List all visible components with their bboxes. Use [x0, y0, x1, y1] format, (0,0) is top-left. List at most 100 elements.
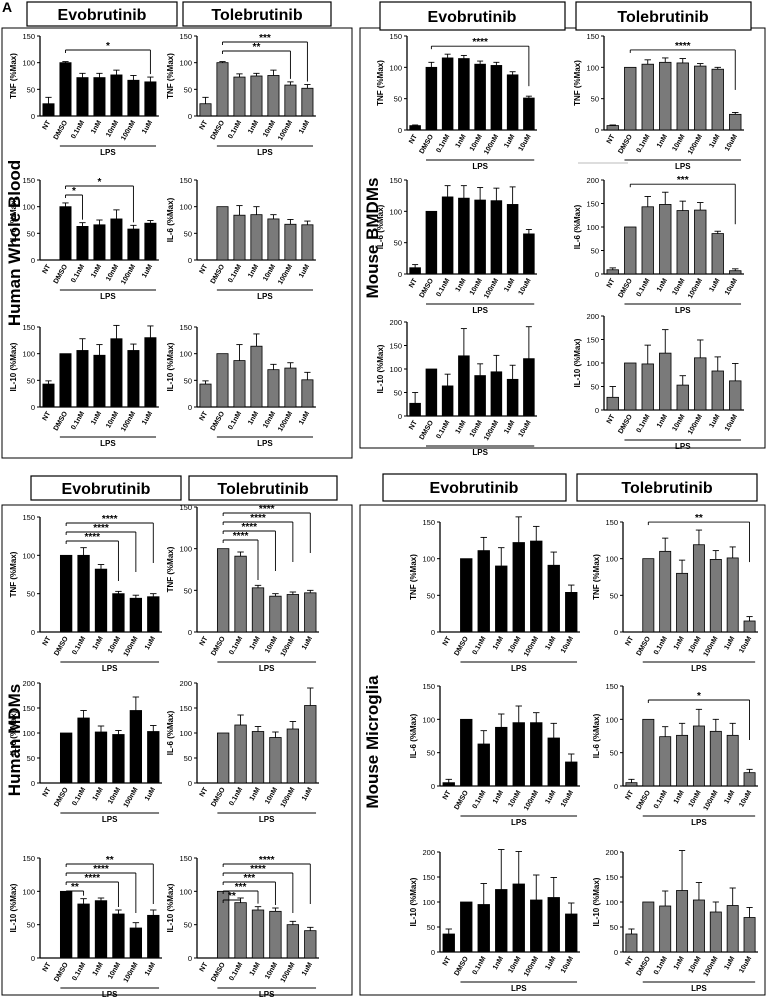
bar [144, 337, 157, 408]
x-tick-label: 10uM [560, 955, 575, 974]
x-tick-label: 1nM [249, 961, 262, 977]
bar [743, 620, 756, 633]
x-tick-label: 10nM [671, 277, 686, 296]
bar [726, 734, 739, 787]
y-axis-label: TNF (%Max) [9, 551, 18, 597]
x-tick-label: 1uM [144, 635, 157, 651]
significance-label: ** [253, 42, 261, 53]
header-whole-blood-evo: Evobrutinib [26, 1, 178, 27]
y-tick-label: 150 [389, 32, 402, 41]
y-tick-label: 50 [27, 85, 35, 94]
y-tick-label: 150 [22, 854, 35, 863]
bar [477, 904, 490, 953]
y-tick-label: 100 [179, 203, 192, 212]
bar [251, 731, 265, 784]
y-tick-label: 100 [389, 365, 402, 374]
x-tick-label: 0.1nM [653, 789, 669, 810]
x-tick-label: 1nM [92, 786, 105, 802]
x-tick-label: 10uM [724, 133, 739, 152]
x-tick-label: DMSO [453, 955, 470, 977]
x-tick-label: 10nM [105, 410, 120, 429]
y-tick-label: 100 [22, 887, 35, 896]
bar [474, 63, 486, 131]
bar [144, 81, 157, 117]
group-label: LPS [675, 162, 691, 171]
x-tick-label: 100nM [123, 635, 140, 658]
x-tick-label: 10nM [262, 119, 277, 138]
bar [441, 196, 454, 275]
bar [234, 724, 247, 784]
x-tick-label: 0.1nM [471, 635, 487, 656]
x-tick-label: 10uM [560, 789, 575, 808]
bar [129, 710, 143, 784]
bar [676, 890, 689, 953]
x-tick-label: 1uM [723, 789, 736, 805]
bar [199, 383, 212, 408]
significance-label: **** [259, 855, 275, 866]
significance-label: **** [84, 873, 100, 884]
y-tick-label: 100 [22, 729, 35, 738]
x-tick-label: NT [624, 789, 635, 801]
header-label: Tolebrutinib [621, 480, 712, 497]
x-tick-label: 0.1nM [435, 133, 451, 154]
bar [676, 734, 689, 787]
header-mdms-evo: Evobrutinib [30, 475, 182, 501]
x-tick-label: 100nM [123, 786, 140, 809]
header-label: Tolebrutinib [617, 9, 708, 26]
y-tick-label: 50 [610, 923, 618, 932]
bar [441, 385, 454, 417]
group-label: LPS [257, 148, 273, 157]
y-tick-label: 0 [31, 112, 35, 121]
bar [304, 592, 317, 633]
x-tick-label: 1uM [708, 277, 721, 293]
y-tick-label: 150 [605, 682, 618, 691]
y-tick-label: 50 [27, 754, 35, 763]
x-tick-label: 1uM [144, 961, 157, 977]
y-axis-label: TNF (%Max) [166, 546, 175, 592]
bar [606, 396, 619, 411]
y-axis-label: IL-10 (%Max) [592, 877, 601, 926]
y-tick-label: 150 [422, 682, 435, 691]
significance-label: **** [250, 513, 266, 524]
y-axis-label: IL-6 (%Max) [409, 713, 418, 758]
x-tick-label: NT [442, 955, 453, 967]
header-microglia-tole: Tolebrutinib [576, 473, 758, 502]
bar [743, 772, 756, 787]
x-tick-label: 0.1nM [71, 786, 87, 807]
x-tick-label: 1uM [544, 955, 557, 971]
y-tick-label: 100 [22, 350, 35, 359]
bar [127, 350, 140, 408]
bar [425, 66, 438, 131]
x-tick-label: 1nM [90, 410, 103, 426]
x-tick-label: 10nM [469, 133, 484, 152]
group-label: LPS [102, 990, 118, 999]
bar [490, 65, 503, 131]
x-tick-label: NT [42, 786, 53, 798]
panel-label: A [2, 0, 12, 15]
x-tick-label: DMSO [53, 961, 70, 983]
bar [93, 224, 106, 261]
bar [93, 354, 106, 408]
significance-label: * [72, 186, 76, 197]
x-tick-label: 1nM [492, 955, 505, 971]
x-tick-label: 10uM [724, 413, 739, 432]
group-label: LPS [472, 162, 488, 171]
x-tick-label: NT [199, 635, 210, 647]
bar [147, 731, 160, 784]
bar [642, 901, 655, 953]
y-tick-label: 50 [27, 229, 35, 238]
significance-label: **** [675, 41, 691, 52]
x-tick-label: 0.1nM [227, 263, 243, 284]
y-tick-label: 50 [394, 239, 402, 248]
x-tick-label: 10uM [518, 419, 533, 438]
x-tick-label: 0.1nM [471, 955, 487, 976]
bar [267, 369, 280, 408]
x-tick-label: 1nM [92, 635, 105, 651]
x-tick-label: 1uM [544, 789, 557, 805]
x-tick-label: 1uM [708, 413, 721, 429]
section-title-mouse-bmdms: Mouse BMDMs [363, 178, 382, 299]
x-tick-label: DMSO [635, 635, 652, 657]
group-label: LPS [257, 292, 273, 301]
